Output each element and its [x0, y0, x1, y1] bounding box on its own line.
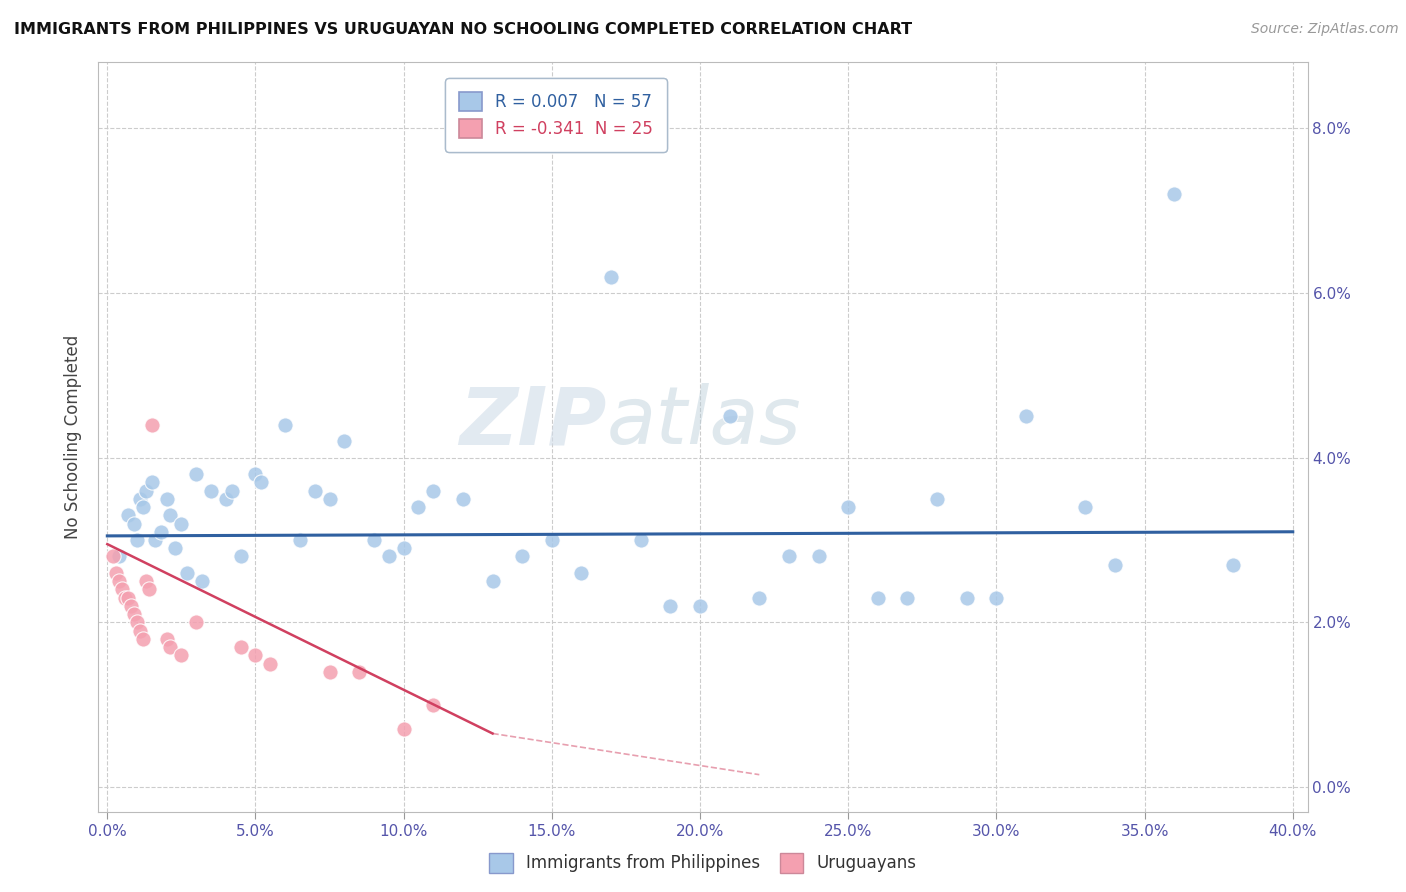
Point	[135, 483, 157, 498]
Point	[108, 574, 131, 589]
Point	[186, 615, 208, 630]
Point	[363, 533, 385, 547]
Point	[274, 417, 297, 432]
Point	[159, 508, 181, 523]
Legend: Immigrants from Philippines, Uruguayans: Immigrants from Philippines, Uruguayans	[482, 847, 924, 880]
Point	[927, 491, 949, 506]
Point	[304, 483, 326, 498]
Point	[347, 665, 370, 679]
Point	[103, 549, 125, 564]
Y-axis label: No Schooling Completed: No Schooling Completed	[65, 335, 83, 539]
Point	[229, 549, 252, 564]
Point	[318, 665, 340, 679]
Point	[807, 549, 830, 564]
Point	[422, 483, 444, 498]
Point	[1222, 558, 1244, 572]
Point	[896, 591, 918, 605]
Point	[186, 467, 208, 482]
Text: IMMIGRANTS FROM PHILIPPINES VS URUGUAYAN NO SCHOOLING COMPLETED CORRELATION CHAR: IMMIGRANTS FROM PHILIPPINES VS URUGUAYAN…	[14, 22, 912, 37]
Point	[114, 591, 136, 605]
Point	[630, 533, 652, 547]
Point	[481, 574, 503, 589]
Point	[176, 566, 198, 580]
Point	[117, 508, 139, 523]
Point	[778, 549, 800, 564]
Point	[451, 491, 474, 506]
Point	[600, 269, 623, 284]
Point	[1015, 409, 1038, 424]
Point	[837, 500, 859, 514]
Point	[141, 475, 163, 490]
Point	[143, 533, 166, 547]
Text: ZIP: ZIP	[458, 383, 606, 461]
Point	[571, 566, 593, 580]
Point	[229, 640, 252, 654]
Point	[1163, 187, 1185, 202]
Point	[333, 434, 356, 449]
Point	[221, 483, 243, 498]
Point	[129, 491, 152, 506]
Point	[165, 541, 187, 556]
Point	[120, 599, 142, 613]
Point	[510, 549, 533, 564]
Point	[659, 599, 682, 613]
Point	[111, 582, 134, 597]
Point	[986, 591, 1008, 605]
Point	[105, 566, 128, 580]
Point	[318, 491, 340, 506]
Point	[170, 516, 193, 531]
Point	[422, 698, 444, 712]
Point	[149, 524, 172, 539]
Point	[191, 574, 214, 589]
Point	[288, 533, 311, 547]
Point	[200, 483, 222, 498]
Point	[1074, 500, 1097, 514]
Point	[138, 582, 160, 597]
Point	[1104, 558, 1126, 572]
Text: atlas: atlas	[606, 383, 801, 461]
Point	[132, 500, 155, 514]
Point	[132, 632, 155, 646]
Point	[541, 533, 564, 547]
Point	[259, 657, 281, 671]
Point	[956, 591, 979, 605]
Text: Source: ZipAtlas.com: Source: ZipAtlas.com	[1251, 22, 1399, 37]
Point	[170, 648, 193, 663]
Point	[125, 615, 148, 630]
Legend: R = 0.007   N = 57, R = -0.341  N = 25: R = 0.007 N = 57, R = -0.341 N = 25	[446, 78, 666, 152]
Point	[718, 409, 741, 424]
Point	[141, 417, 163, 432]
Point	[125, 533, 148, 547]
Point	[748, 591, 770, 605]
Point	[392, 541, 415, 556]
Point	[155, 632, 177, 646]
Point	[378, 549, 401, 564]
Point	[122, 516, 145, 531]
Point	[135, 574, 157, 589]
Point	[408, 500, 430, 514]
Point	[159, 640, 181, 654]
Point	[215, 491, 238, 506]
Point	[245, 467, 267, 482]
Point	[108, 549, 131, 564]
Point	[250, 475, 273, 490]
Point	[392, 723, 415, 737]
Point	[122, 607, 145, 621]
Point	[245, 648, 267, 663]
Point	[117, 591, 139, 605]
Point	[155, 491, 177, 506]
Point	[689, 599, 711, 613]
Point	[129, 624, 152, 638]
Point	[866, 591, 889, 605]
